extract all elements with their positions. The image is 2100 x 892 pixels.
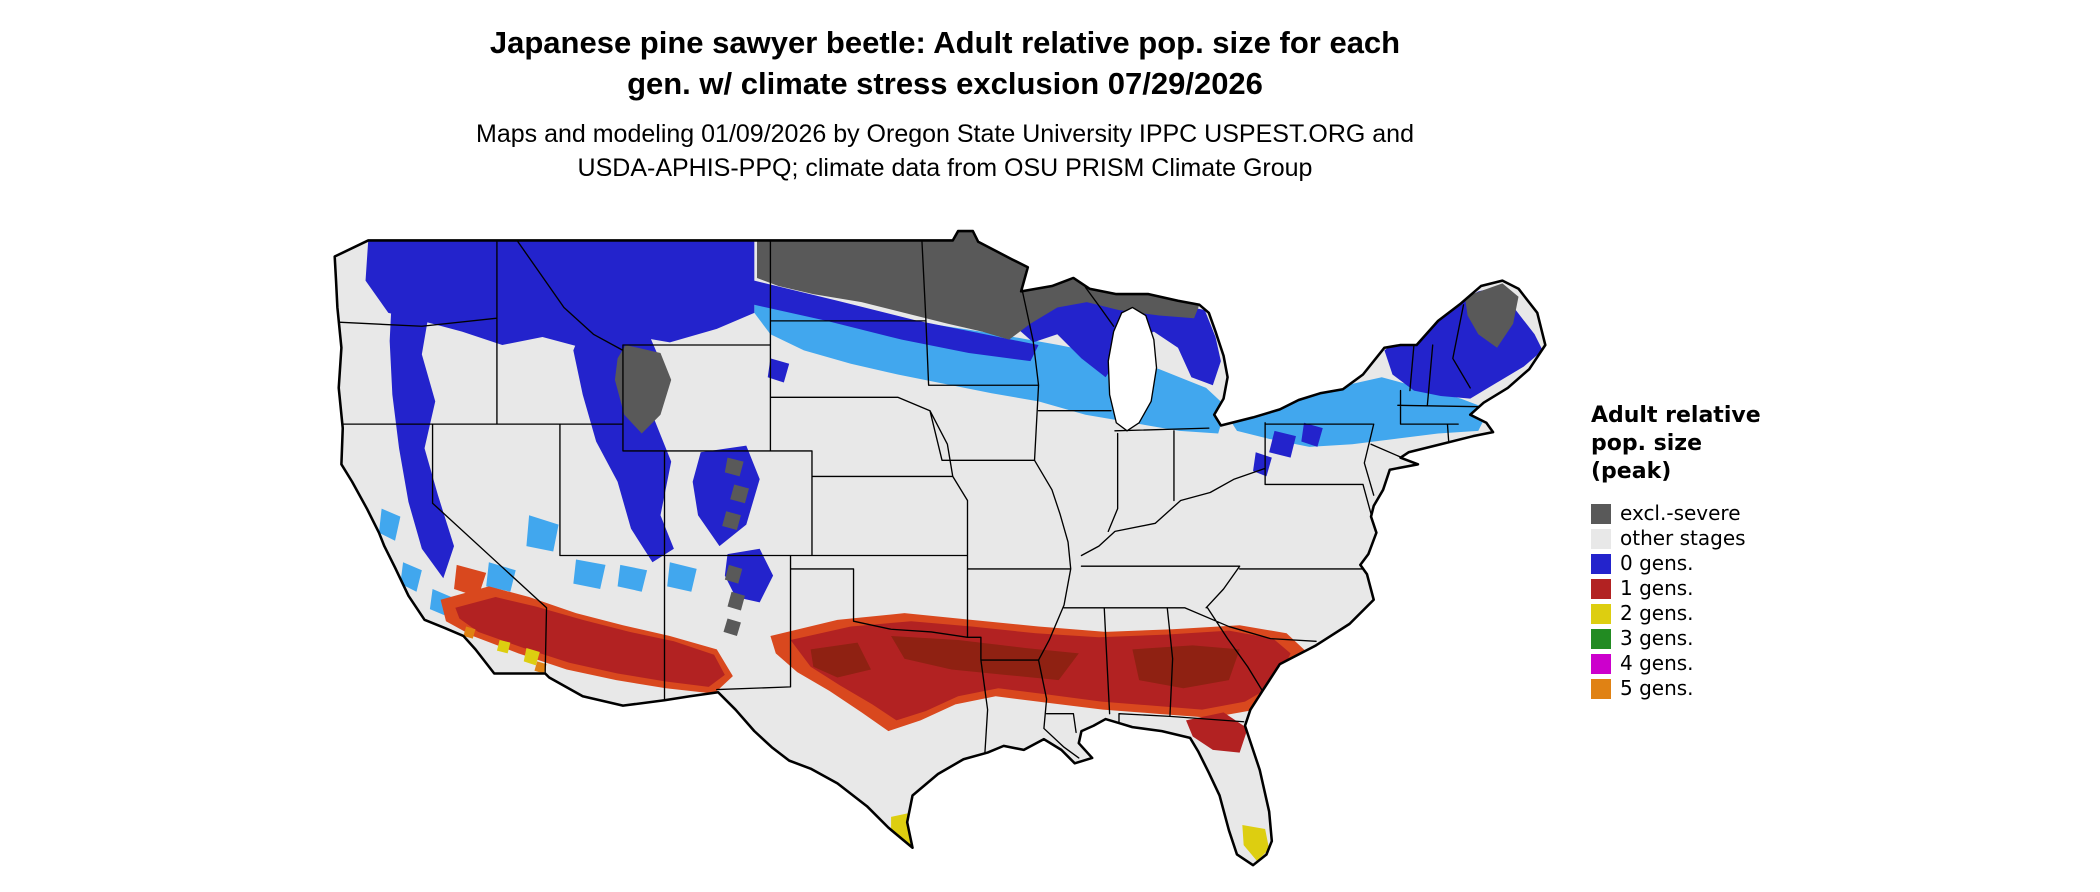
legend-label-1-gens: 1 gens. bbox=[1620, 576, 1694, 600]
legend-swatch-4-gens bbox=[1591, 653, 1611, 674]
legend-swatch-1-gens bbox=[1591, 578, 1611, 599]
legend-item-2-gens: 2 gens. bbox=[1591, 601, 1761, 626]
legend-swatch-excl-severe bbox=[1591, 503, 1611, 524]
legend-label-excl-severe: excl.-severe bbox=[1620, 501, 1741, 525]
legend-item-excl-severe: excl.-severe bbox=[1591, 501, 1761, 526]
legend-title-line-3: (peak) bbox=[1591, 459, 1672, 484]
legend-label-0-gens: 0 gens. bbox=[1620, 551, 1694, 575]
lake-michigan bbox=[1107, 306, 1158, 432]
legend-title-line-2: pop. size bbox=[1591, 431, 1702, 456]
legend-swatch-3-gens bbox=[1591, 628, 1611, 649]
title-line-2: gen. w/ climate stress exclusion 07/29/2… bbox=[627, 66, 1263, 101]
region-0-gens bbox=[365, 240, 1543, 603]
legend-item-other-stages: other stages bbox=[1591, 526, 1761, 551]
legend-label-other-stages: other stages bbox=[1620, 526, 1746, 550]
region-0-gens-low bbox=[378, 283, 1490, 616]
legend-item-0-gens: 0 gens. bbox=[1591, 551, 1761, 576]
legend-label-4-gens: 4 gens. bbox=[1620, 651, 1694, 675]
subtitle-line-2: USDA-APHIS-PPQ; climate data from OSU PR… bbox=[577, 154, 1313, 182]
legend-items: excl.-severe other stages 0 gens. 1 gens… bbox=[1591, 501, 1761, 701]
region-1-gens-high bbox=[810, 635, 1240, 689]
legend-item-5-gens: 5 gens. bbox=[1591, 676, 1761, 701]
subtitle-line-1: Maps and modeling 01/09/2026 by Oregon S… bbox=[476, 120, 1414, 148]
us-map bbox=[333, 229, 1547, 867]
legend-title-line-1: Adult relative bbox=[1591, 403, 1761, 428]
legend-item-1-gens: 1 gens. bbox=[1591, 576, 1761, 601]
region-1-gens bbox=[455, 597, 1291, 753]
legend: Adult relative pop. size (peak) excl.-se… bbox=[1591, 402, 1761, 701]
legend-swatch-2-gens bbox=[1591, 603, 1611, 624]
page-subtitle: Maps and modeling 01/09/2026 by Oregon S… bbox=[0, 117, 1890, 185]
legend-title: Adult relative pop. size (peak) bbox=[1591, 402, 1761, 486]
map-regions bbox=[338, 231, 1543, 862]
region-5-gens bbox=[463, 626, 547, 674]
header: Japanese pine sawyer beetle: Adult relat… bbox=[0, 22, 1890, 185]
legend-label-5-gens: 5 gens. bbox=[1620, 676, 1694, 700]
title-line-1: Japanese pine sawyer beetle: Adult relat… bbox=[489, 25, 1401, 60]
legend-label-3-gens: 3 gens. bbox=[1620, 626, 1694, 650]
legend-item-4-gens: 4 gens. bbox=[1591, 651, 1761, 676]
legend-label-2-gens: 2 gens. bbox=[1620, 601, 1694, 625]
legend-swatch-5-gens bbox=[1591, 678, 1611, 699]
page-title: Japanese pine sawyer beetle: Adult relat… bbox=[0, 22, 1890, 104]
legend-swatch-0-gens bbox=[1591, 553, 1611, 574]
legend-item-3-gens: 3 gens. bbox=[1591, 626, 1761, 651]
legend-swatch-other-stages bbox=[1591, 528, 1611, 549]
state-borders bbox=[338, 239, 1479, 759]
